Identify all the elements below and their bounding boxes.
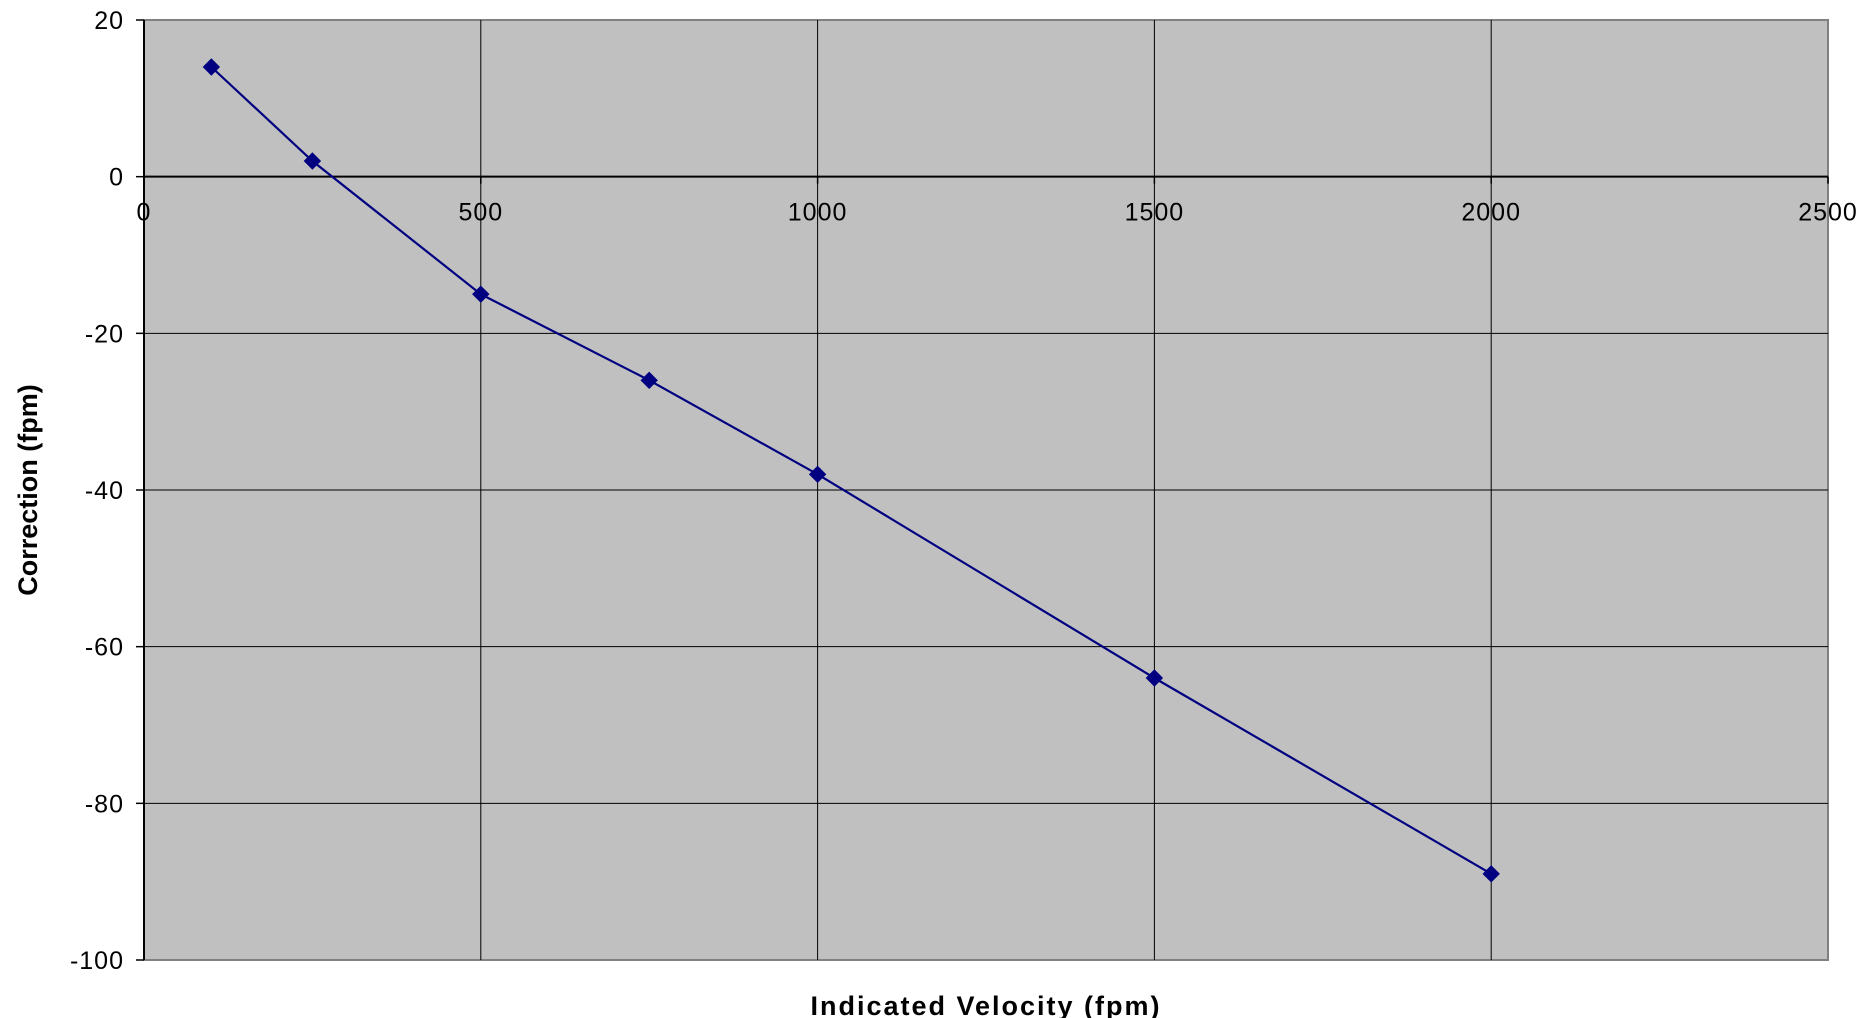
y-axis-title: Correction (fpm) bbox=[13, 384, 43, 596]
y-tick-label: -80 bbox=[85, 790, 124, 818]
x-tick-label: 2500 bbox=[1798, 199, 1858, 227]
y-tick-label: -20 bbox=[85, 320, 124, 348]
y-tick-labels: 20 0 -20 -40 -60 -80 -100 bbox=[70, 7, 124, 975]
y-tick-label: -40 bbox=[85, 477, 124, 505]
y-tick-label: -100 bbox=[70, 947, 124, 975]
x-tick-label: 1000 bbox=[788, 199, 848, 227]
x-tick-label: 1500 bbox=[1125, 199, 1185, 227]
x-axis-title: Indicated Velocity (fpm) bbox=[810, 991, 1161, 1018]
x-tick-label: 2000 bbox=[1461, 199, 1521, 227]
y-tick-label: -60 bbox=[85, 634, 124, 662]
x-tick-label: 500 bbox=[458, 199, 503, 227]
y-tick-label: 0 bbox=[109, 164, 124, 192]
y-tick-label: 20 bbox=[94, 7, 124, 35]
x-tick-label: 0 bbox=[137, 199, 152, 227]
